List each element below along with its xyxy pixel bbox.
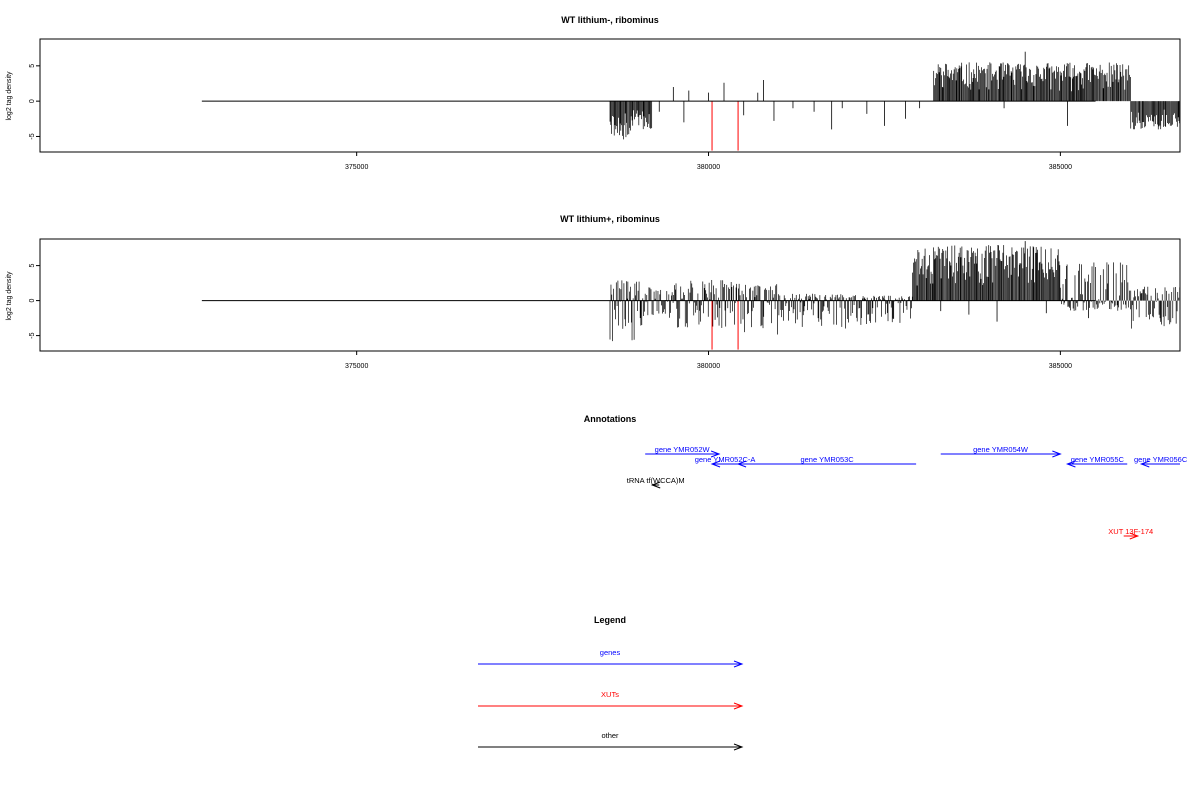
feature-label: gene YMR055C bbox=[1071, 455, 1125, 464]
annotation-feature: gene YMR052C-A bbox=[695, 455, 756, 468]
legend-title: Legend bbox=[594, 615, 626, 625]
annotation-feature: gene YMR053C bbox=[736, 455, 917, 468]
arrow-right-icon bbox=[733, 660, 744, 668]
y-tick-label: 0 bbox=[29, 299, 36, 303]
y-tick-label: 5 bbox=[29, 64, 36, 68]
plot-frame bbox=[39, 38, 1181, 153]
feature-label: gene YMR052W bbox=[655, 445, 711, 454]
feature-label: gene YMR053C bbox=[800, 455, 854, 464]
strand-arrow-icon bbox=[710, 460, 721, 468]
strand-arrow-icon bbox=[1129, 532, 1140, 540]
strand-arrow-icon bbox=[736, 460, 747, 468]
y-tick-label: -5 bbox=[29, 133, 36, 139]
track-panel-lithium-plus: WT lithium+, ribominus log2 tag density … bbox=[6, 214, 1181, 370]
annotation-feature: gene YMR052W bbox=[645, 445, 721, 458]
legend-entry: other bbox=[478, 731, 744, 751]
y-axis-label: log2 tag density bbox=[6, 71, 13, 121]
legend-entries: genes XUTs other bbox=[478, 648, 744, 751]
annotation-feature: gene YMR056C bbox=[1134, 455, 1188, 468]
strand-arrow-icon bbox=[650, 481, 661, 489]
y-tick-label: -5 bbox=[29, 332, 36, 338]
x-tick-label: 375000 bbox=[345, 363, 368, 370]
x-tick-label: 380000 bbox=[697, 164, 720, 171]
annotation-feature: XUT 13F-174 bbox=[1108, 527, 1153, 540]
strand-arrow-icon bbox=[1052, 450, 1062, 458]
feature-label: gene YMR052C-A bbox=[695, 455, 756, 464]
annotation-feature: gene YMR055C bbox=[1065, 455, 1128, 468]
feature-label: gene YMR056C bbox=[1134, 455, 1188, 464]
x-tick-label: 385000 bbox=[1049, 164, 1072, 171]
legend-label: other bbox=[601, 731, 619, 740]
y-axis: -5 0 5 bbox=[29, 264, 40, 339]
panel-title: WT lithium-, ribominus bbox=[561, 15, 659, 25]
x-axis: 375000 380000 385000 bbox=[345, 351, 1072, 370]
annotation-feature: gene YMR054W bbox=[940, 445, 1062, 458]
arrow-right-icon bbox=[733, 702, 744, 710]
annotation-feature: tRNA tf(WCCA)M bbox=[627, 476, 685, 489]
x-tick-label: 380000 bbox=[697, 363, 720, 370]
feature-label: tRNA tf(WCCA)M bbox=[627, 476, 685, 485]
strand-arrow-icon bbox=[710, 450, 721, 458]
legend-entry: XUTs bbox=[478, 690, 744, 710]
x-tick-label: 385000 bbox=[1049, 363, 1072, 370]
annotations-title: Annotations bbox=[584, 414, 637, 424]
signal-bars bbox=[201, 51, 1180, 151]
legend-label: XUTs bbox=[601, 690, 619, 699]
arrow-right-icon bbox=[733, 743, 744, 751]
strand-arrow-icon bbox=[1065, 460, 1076, 468]
track-panel-lithium-minus: WT lithium-, ribominus log2 tag density … bbox=[6, 15, 1181, 171]
signal-bars bbox=[201, 241, 1181, 350]
panel-title: WT lithium+, ribominus bbox=[560, 214, 660, 224]
x-axis: 375000 380000 385000 bbox=[345, 152, 1072, 171]
strand-arrow-icon bbox=[1139, 460, 1150, 468]
y-tick-label: 0 bbox=[29, 99, 36, 103]
x-tick-label: 375000 bbox=[345, 164, 368, 171]
y-axis: -5 0 5 bbox=[29, 64, 40, 140]
feature-label: XUT 13F-174 bbox=[1108, 527, 1153, 536]
legend-entry: genes bbox=[478, 648, 744, 668]
y-axis-label: log2 tag density bbox=[6, 271, 13, 321]
legend-label: genes bbox=[600, 648, 621, 657]
y-tick-label: 5 bbox=[29, 264, 36, 268]
legend-panel: Legend genes XUTs other bbox=[478, 615, 744, 751]
feature-label: gene YMR054W bbox=[973, 445, 1029, 454]
